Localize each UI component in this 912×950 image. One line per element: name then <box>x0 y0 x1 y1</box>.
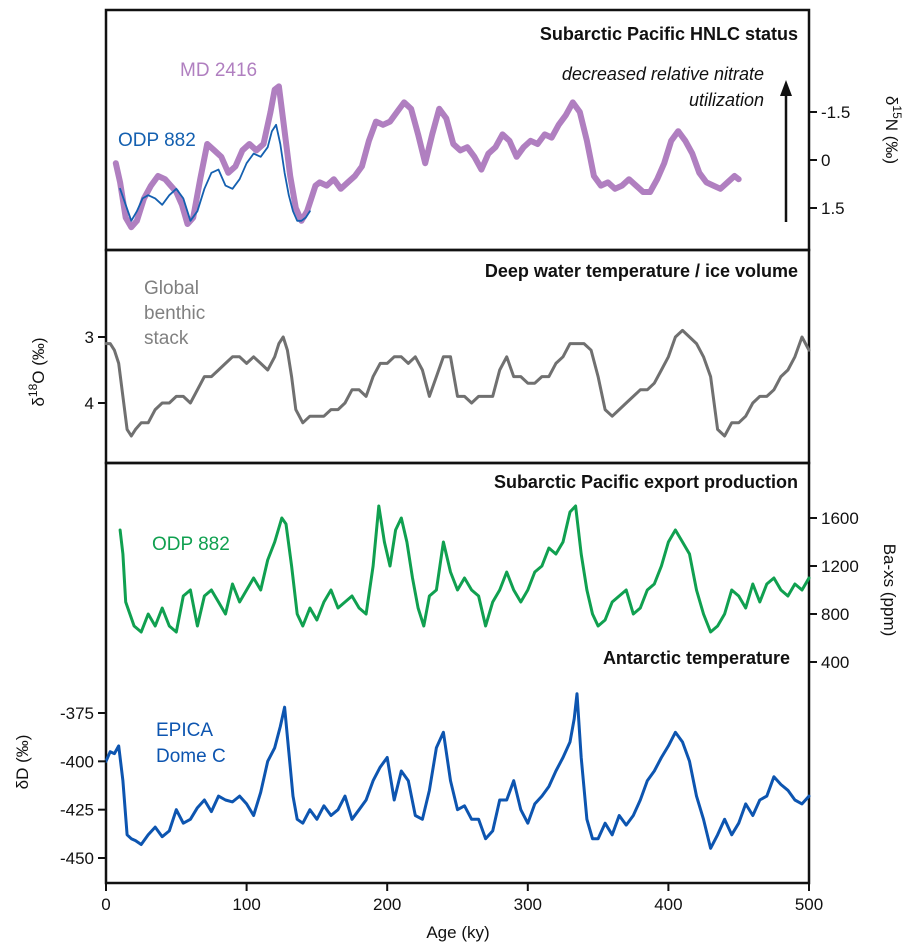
series-md2416-line <box>112 83 742 231</box>
panel-1-title: Subarctic Pacific HNLC status <box>540 24 798 44</box>
axis-ticks: -1.5 0 1.5 3 4 400 800 1200 1600 -375 -400 -425 -450… <box>60 103 859 914</box>
tick-label-d18o: 3 <box>85 328 94 347</box>
ylabel-d15n: δ15N (‰) <box>882 96 904 164</box>
xlabel-age: Age (ky) <box>426 923 489 942</box>
annotation-line-2: utilization <box>689 90 764 110</box>
ylabel-baxs: Ba-xs (ppm) <box>880 544 899 637</box>
label-odp882-ba: ODP 882 <box>152 534 230 555</box>
arrow-up-icon <box>780 80 792 96</box>
series-odp882-ba-line <box>118 504 811 634</box>
ylabel-d18o: δ18O (‰) <box>26 337 48 406</box>
panel-3-frame <box>104 461 811 885</box>
tick-label-dD: -400 <box>60 752 94 771</box>
tick-label-dD: -450 <box>60 849 94 868</box>
tick-label-dD: -425 <box>60 801 94 820</box>
tick-label-d15n: -1.5 <box>821 103 850 122</box>
panel-4-title: Antarctic temperature <box>603 648 790 668</box>
panel-1-plot <box>112 83 742 231</box>
annotation-line-1: decreased relative nitrate <box>562 64 764 84</box>
tick-label-d15n: 1.5 <box>821 199 845 218</box>
label-epica: EPICA Dome C <box>156 720 226 767</box>
tick-label-baxs: 400 <box>821 653 849 672</box>
panel-1-frame <box>104 8 811 252</box>
tick-label-baxs: 1200 <box>821 557 859 576</box>
tick-label-baxs: 1600 <box>821 509 859 528</box>
panel-2-title: Deep water temperature / ice volume <box>485 261 798 281</box>
tick-label-age: 200 <box>373 895 401 914</box>
tick-label-dD: -375 <box>60 704 94 723</box>
tick-label-d15n: 0 <box>821 151 830 170</box>
panel-3-plot <box>118 504 811 634</box>
tick-label-age: 100 <box>232 895 260 914</box>
panel-4-plot <box>104 692 811 850</box>
tick-label-age: 400 <box>654 895 682 914</box>
tick-label-baxs: 800 <box>821 605 849 624</box>
label-md2416: MD 2416 <box>180 60 257 81</box>
label-benthic-stack: Global benthic stack <box>144 278 211 349</box>
series-odp882-nitrogen-line <box>119 123 311 222</box>
series-benthic-stack-line <box>104 328 811 438</box>
tick-label-d18o: 4 <box>85 394 94 413</box>
tick-label-age: 500 <box>795 895 823 914</box>
panel-2-plot <box>104 328 811 438</box>
ylabel-dD: δD (‰) <box>13 735 32 790</box>
series-epica-line <box>104 692 811 850</box>
panel-3-title: Subarctic Pacific export production <box>494 472 798 492</box>
label-odp882-nitrogen: ODP 882 <box>118 130 196 151</box>
tick-label-age: 0 <box>101 895 110 914</box>
tick-label-age: 300 <box>514 895 542 914</box>
